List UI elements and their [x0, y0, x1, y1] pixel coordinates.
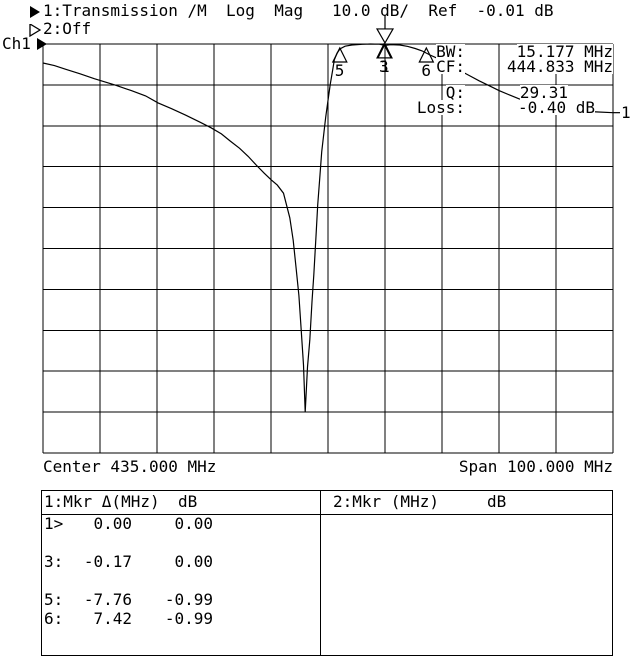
marker-number-label: 6 — [421, 61, 431, 80]
trace1-title: 1:Transmission /M Log Mag 10.0 dB/ Ref -… — [43, 1, 554, 20]
marker-row-db: -0.99 — [164, 609, 213, 628]
marker-table-divider — [320, 490, 321, 656]
marker-table-left-title: 1:Mkr Δ(MHz) — [44, 492, 160, 511]
marker-table-header-rule — [41, 514, 613, 515]
marker-table-right-unit: dB — [487, 492, 507, 511]
marker-row-id: 1> — [44, 514, 64, 533]
marker-row-delta: 7.42 — [93, 609, 132, 628]
marker-row-delta: 0.00 — [93, 514, 132, 533]
marker-number-label: 1 — [380, 56, 390, 76]
readout-cf-value: 444.833 MHz — [507, 57, 613, 76]
marker-row-id: 6: — [44, 609, 64, 628]
marker-row-id: 3: — [44, 552, 64, 571]
trace-number-label: 1 — [621, 103, 631, 122]
center-frequency-label: Center 435.000 MHz — [43, 457, 217, 476]
readout-loss-label: Loss: — [416, 98, 465, 117]
readout-q-value: 29.31 — [519, 83, 568, 102]
marker-row-delta: -7.76 — [83, 590, 132, 609]
span-label: Span 100.000 MHz — [458, 457, 613, 476]
marker-row-delta: -0.17 — [83, 552, 132, 571]
readout-q-label: Q: — [445, 83, 465, 102]
marker-number-label: 5 — [334, 61, 345, 80]
readout-cf-label: CF: — [436, 57, 465, 76]
marker-row-id: 5: — [44, 590, 64, 609]
marker-table-left-unit: dB — [178, 492, 198, 511]
marker-number-label: 3 — [379, 56, 389, 76]
trace2-inactive-icon — [29, 24, 41, 37]
ref-level-arrow-icon — [37, 38, 47, 50]
readout-bw-value: 15.177 MHz — [516, 42, 613, 61]
marker-row-db: -0.99 — [164, 590, 213, 609]
trace1-active-icon — [30, 6, 40, 18]
readout-bw-label: BW: — [436, 42, 465, 61]
marker-table-right-title: 2:Mkr (MHz) — [333, 492, 439, 511]
trace2-title: 2:Off — [43, 19, 92, 38]
marker-table — [41, 490, 613, 656]
channel-label: Ch1 — [2, 34, 31, 53]
readout-loss-value: -0.40 dB — [517, 98, 595, 117]
marker-row-db: 0.00 — [174, 552, 213, 571]
marker-row-db: 0.00 — [174, 514, 213, 533]
